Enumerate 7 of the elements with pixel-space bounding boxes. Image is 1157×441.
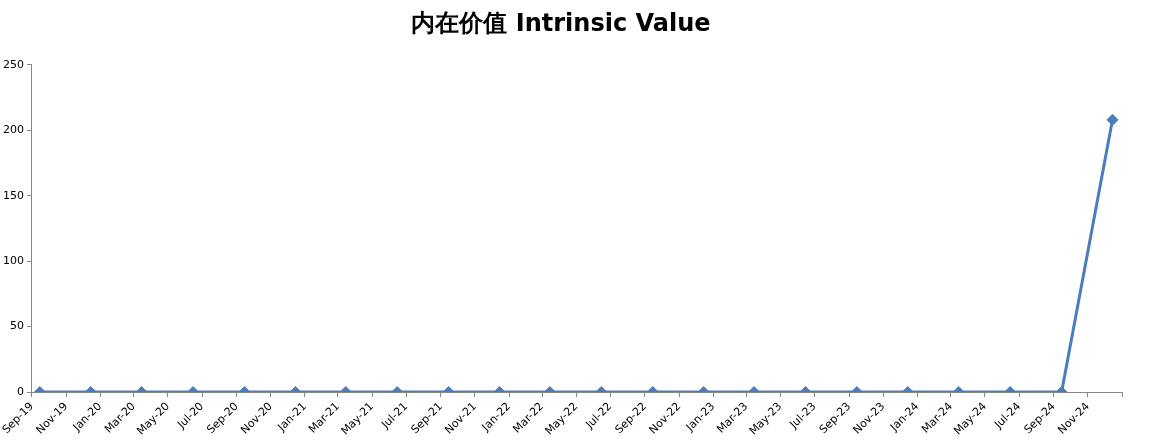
y-tick-label: 150 xyxy=(3,188,24,202)
y-tick-label: 50 xyxy=(10,319,24,333)
y-tick-label: 200 xyxy=(3,123,24,137)
y-tick-label: 100 xyxy=(3,253,24,267)
chart-title: 内在价值 Intrinsic Value xyxy=(411,8,711,37)
y-tick-label: 250 xyxy=(3,57,24,71)
y-tick-label: 0 xyxy=(17,384,24,398)
